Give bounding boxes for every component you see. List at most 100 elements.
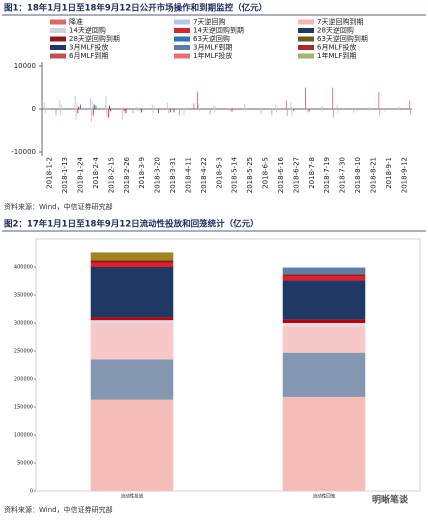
x-tick-label: 2018-8-10 xyxy=(354,157,362,193)
y-tick-label: 100000 xyxy=(14,433,33,439)
x-tick-label: 2018-1-13 xyxy=(61,157,69,193)
bar-segment xyxy=(90,262,174,267)
bar-segment xyxy=(90,260,174,263)
x-tick-label: 2018-5-14 xyxy=(231,156,239,193)
bar xyxy=(158,109,159,114)
legend-swatch xyxy=(298,28,314,33)
bar xyxy=(178,109,180,116)
y-tick-label: 350000 xyxy=(14,293,33,299)
bar xyxy=(214,109,216,113)
bar-segment xyxy=(90,267,174,318)
legend-label: 3月MLF投放 xyxy=(69,43,108,52)
bar-segment xyxy=(282,396,366,491)
bar xyxy=(59,100,61,109)
bar xyxy=(368,109,370,111)
legend-label: 14天逆回购 xyxy=(69,26,106,35)
legend-label: 6月MLF投放 xyxy=(317,43,356,52)
bar xyxy=(123,109,125,112)
bar-segment xyxy=(90,252,174,261)
y-tick-label: 400000 xyxy=(14,265,33,271)
x-tick-label: 2018-3-20 xyxy=(154,157,162,193)
bar xyxy=(215,106,217,109)
bar xyxy=(193,103,195,109)
bar xyxy=(333,109,334,118)
legend-swatch xyxy=(298,36,314,42)
x-tick-label: 2018-3-9 xyxy=(138,157,146,189)
bar xyxy=(121,109,123,120)
bar xyxy=(276,109,277,113)
bar-segment xyxy=(282,319,366,323)
x-tick-label: 2018-2-4 xyxy=(92,156,100,188)
x-tick-label: 2018-5-3 xyxy=(215,157,223,189)
x-tick-label: 流动性投放 xyxy=(121,493,144,500)
legend-swatch xyxy=(298,19,314,25)
x-tick-label: 2018-7-30 xyxy=(339,157,347,193)
bar xyxy=(106,109,108,118)
x-tick-label: 2018-1-2 xyxy=(46,157,54,189)
bar xyxy=(151,104,153,109)
legend-label: 6月MLF到期 xyxy=(69,52,108,60)
bar-segment xyxy=(90,399,174,491)
bar xyxy=(74,96,76,109)
bar xyxy=(332,87,334,109)
x-tick-label: 2018-6-16 xyxy=(277,156,285,193)
bar xyxy=(353,109,354,114)
x-tick-label: 2018-2-26 xyxy=(123,156,131,193)
legend-label: 28天逆回购到期 xyxy=(69,34,120,43)
y-tick-label: 300000 xyxy=(14,321,33,327)
y-tick-label: 150000 xyxy=(14,405,33,411)
bar xyxy=(261,107,263,109)
legend-label: 3月MLF到期 xyxy=(193,44,232,52)
legend-swatch xyxy=(50,28,66,33)
bar xyxy=(107,106,109,109)
legend-swatch xyxy=(298,45,314,50)
bar xyxy=(183,109,185,116)
x-tick-label: 2018-4-11 xyxy=(184,157,192,193)
source-note: 资料来源：Wind，中信证券研究部 xyxy=(4,202,113,211)
bar-segment xyxy=(282,274,366,276)
x-tick-label: 2018-6-27 xyxy=(292,157,300,193)
bar xyxy=(136,106,138,109)
bar xyxy=(78,106,80,109)
bar xyxy=(95,105,97,109)
bar xyxy=(383,109,385,112)
bar xyxy=(132,109,134,114)
bar-segment xyxy=(90,317,174,321)
legend-label: 14天逆回购到期 xyxy=(193,26,244,35)
legend-label: 63天逆回购 xyxy=(193,34,230,43)
legend-label: 7天逆回购 xyxy=(193,17,225,26)
bar xyxy=(321,105,323,109)
figure-title: 图1：18年1月1日至18年9月12日公开市场操作和到期监控（亿元） xyxy=(4,3,267,14)
y-tick-label: 250000 xyxy=(14,349,33,355)
legend-swatch xyxy=(50,19,66,25)
bar xyxy=(276,106,278,109)
bar xyxy=(110,109,111,112)
bar xyxy=(293,109,295,111)
bar xyxy=(379,109,381,116)
bar xyxy=(169,109,171,113)
bar-segment xyxy=(282,275,366,281)
legend-swatch xyxy=(174,36,190,42)
bar xyxy=(231,109,233,112)
figure-title: 图2：17年1月1日至18年9月12日流动性投放和回笼统计（亿元） xyxy=(4,219,259,230)
bar xyxy=(378,91,380,109)
y-tick-label: 50000 xyxy=(17,461,33,467)
bar xyxy=(91,100,93,109)
x-tick-label: 2018-2-15 xyxy=(107,157,115,193)
bar xyxy=(125,109,127,114)
x-tick-label: 2018-5-25 xyxy=(246,157,254,193)
bar xyxy=(291,109,293,116)
legend-swatch xyxy=(174,45,190,50)
bar xyxy=(285,100,287,109)
bar xyxy=(308,109,310,112)
bar-segment xyxy=(282,352,366,397)
bar xyxy=(108,109,110,118)
bar xyxy=(399,109,401,111)
bar-segment xyxy=(282,280,366,320)
bar xyxy=(275,104,277,109)
bar xyxy=(92,109,94,116)
bar xyxy=(60,109,62,116)
bar xyxy=(80,104,81,109)
x-tick-label: 2018-9-12 xyxy=(400,157,408,193)
